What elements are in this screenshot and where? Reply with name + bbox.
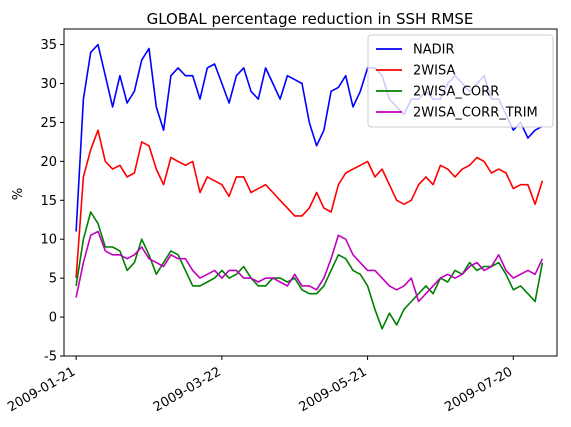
series-line-2wisa-corr-trim <box>75 230 544 303</box>
chart-title: GLOBAL percentage reduction in SSH RMSE <box>147 10 474 28</box>
y-axis-label: % <box>11 188 26 200</box>
series-line-2wisa <box>75 129 544 279</box>
legend: NADIR 2WISA 2WISA_CORR 2WISA_CORR_TRIM <box>367 34 554 128</box>
y-tick-label: 15 <box>40 194 57 209</box>
legend-label: NADIR <box>413 43 455 58</box>
legend-label: 2WISA <box>413 64 455 79</box>
y-tick-label: 35 <box>40 38 57 53</box>
legend-label: 2WISA_CORR <box>413 85 499 100</box>
y-tick-label: 10 <box>40 233 57 248</box>
y-axis: -5 0 5 10 15 20 25 30 35 <box>40 38 64 365</box>
axes-frame <box>63 28 558 357</box>
y-tick-label: 5 <box>49 272 57 287</box>
legend-box <box>367 34 554 128</box>
y-tick-label: 0 <box>49 311 57 326</box>
y-tick-label: 30 <box>40 77 57 92</box>
y-tick-label: -5 <box>44 350 57 365</box>
y-tick-label: 20 <box>40 155 57 170</box>
legend-label: 2WISA_CORR_TRIM <box>413 106 538 121</box>
series-line-2wisa-corr <box>75 211 544 330</box>
y-tick-label: 25 <box>40 116 57 131</box>
